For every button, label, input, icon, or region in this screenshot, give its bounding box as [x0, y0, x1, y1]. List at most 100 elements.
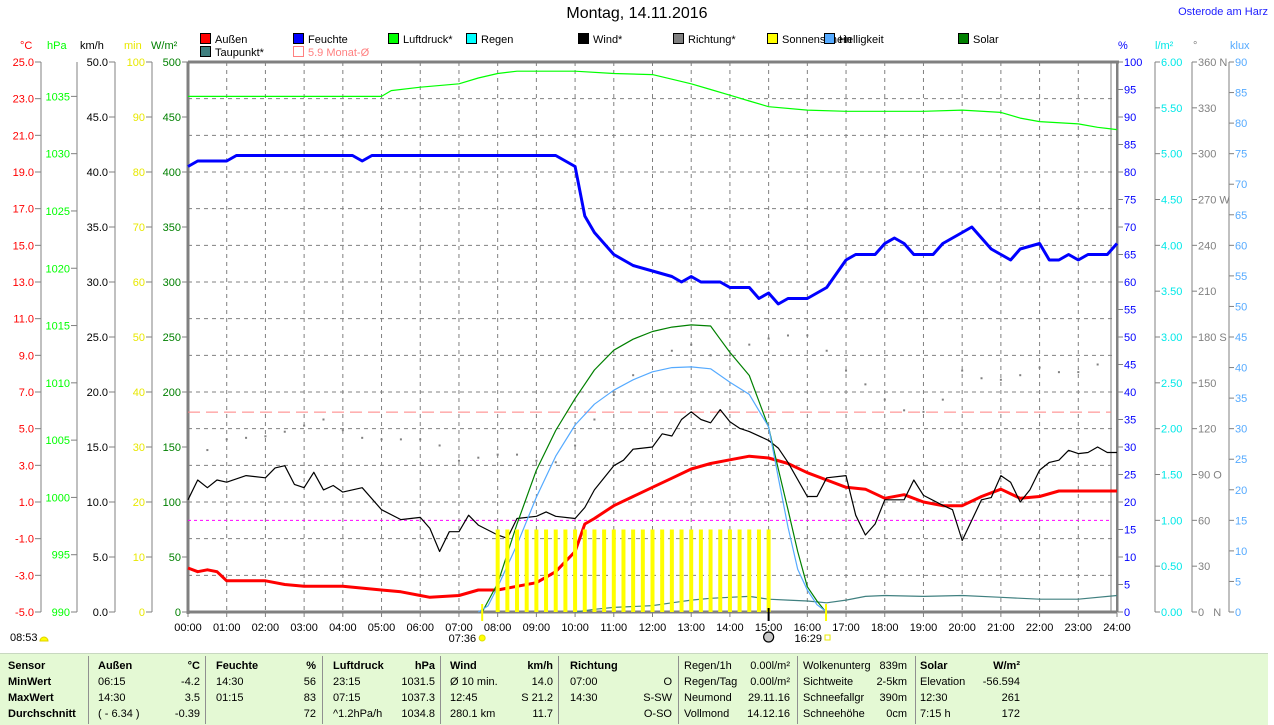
- sunshine-bar: [669, 529, 674, 612]
- axis-tick-label-sun: 10: [133, 552, 145, 564]
- direction-dot: [361, 436, 364, 439]
- sunshine-bar: [505, 529, 510, 612]
- sunshine-bar: [621, 529, 626, 612]
- sunshine-bar: [631, 529, 636, 612]
- axis-tick-label-dir: 0 N: [1198, 607, 1221, 619]
- axis-tick-label-hum: 65: [1124, 250, 1136, 262]
- table-cell: 14:30: [570, 692, 598, 704]
- axis-tick-label-sun: 80: [133, 167, 145, 179]
- sunshine-bar: [718, 529, 723, 612]
- table-header-cell: Solar: [920, 660, 948, 672]
- axis-tick-label-wind: 25.0: [87, 332, 108, 344]
- axis-tick-label-temp: 11.0: [13, 314, 34, 326]
- sunshine-bar: [747, 529, 752, 612]
- axis-tick-label-klux: 80: [1235, 118, 1247, 130]
- axis-tick-label-sun: 60: [133, 277, 145, 289]
- direction-dot: [883, 398, 886, 401]
- x-tick-label: 10:00: [561, 622, 589, 634]
- table-divider: [558, 656, 559, 724]
- axis-tick-label-press: 1035: [46, 91, 70, 103]
- legend-label: Wind*: [593, 34, 623, 46]
- axis-tick-label-sun: 30: [133, 442, 145, 454]
- axis-tick-label-press: 1025: [46, 206, 70, 218]
- axis-unit-temp: °C: [20, 40, 33, 52]
- series-richtung: [187, 334, 1118, 464]
- direction-dot: [341, 429, 344, 432]
- x-tick-label: 09:00: [523, 622, 551, 634]
- sunrise-label: 07:36: [449, 633, 477, 645]
- table-header-cell: Außen: [98, 660, 133, 672]
- table-cell: 7:15 h: [920, 708, 951, 720]
- table-cell: 3.5: [184, 692, 200, 704]
- x-tick-label: 11:00: [600, 622, 627, 634]
- axis-tick-label-wind: 45.0: [87, 112, 108, 124]
- x-tick-label: 12:00: [639, 622, 667, 634]
- table-cell: -56.594: [982, 676, 1020, 688]
- direction-dot: [187, 449, 189, 452]
- table-cell: Ø 10 min.: [450, 676, 498, 688]
- axis-tick-label-klux: 30: [1235, 424, 1247, 436]
- table-header-cell: Luftdruck: [333, 660, 384, 672]
- axis-tick-label-temp: 15.0: [13, 240, 34, 252]
- direction-dot: [864, 383, 867, 386]
- axis-tick-label-solar: 300: [163, 277, 181, 289]
- axis-tick-label-wind: 5.0: [93, 552, 108, 564]
- axis-tick-label-temp: 25.0: [13, 57, 34, 69]
- axis-tick-label-dir: 240: [1198, 240, 1216, 252]
- axis-tick-label-solar: 350: [163, 222, 181, 234]
- direction-dot: [399, 438, 402, 441]
- axis-tick-label-temp: 9.0: [19, 350, 34, 362]
- x-tick-label: 18:00: [871, 622, 899, 634]
- axis-tick-label-solar: 450: [163, 112, 181, 124]
- x-tick-label: 03:00: [290, 622, 318, 634]
- legend-item: Solar: [958, 33, 999, 46]
- direction-dot: [380, 438, 383, 441]
- table-cell: 12:45: [450, 692, 478, 704]
- series-helligkeit: [477, 366, 828, 613]
- sunshine-bar: [515, 529, 520, 612]
- statistics-table: Sensor Außen °C Feuchte% Luftdruck hPa Wind km/…: [0, 653, 1268, 725]
- table-cell: 72: [303, 708, 316, 720]
- table-cell: 11.7: [532, 708, 553, 720]
- direction-dot: [574, 444, 577, 447]
- axis-tick-label-press: 995: [52, 550, 70, 562]
- table-cell: 14:30: [216, 676, 244, 688]
- direction-dot: [632, 374, 635, 377]
- sunshine-bar: [495, 529, 500, 612]
- table-cell: MaxWert: [8, 692, 54, 704]
- table-header-cell: °C: [187, 660, 200, 672]
- legend-label: Richtung*: [688, 34, 736, 46]
- axis-unit-press: hPa: [47, 40, 67, 52]
- table-cell: Regen/Tag: [684, 676, 738, 688]
- direction-dot: [999, 378, 1002, 381]
- direction-dot: [245, 436, 248, 439]
- direction-dot: [670, 349, 673, 352]
- axis-tick-label-temp: 19.0: [13, 167, 34, 179]
- axis-tick-label-klux: 40: [1235, 363, 1247, 375]
- axis-tick-label-solar: 400: [163, 167, 181, 179]
- axis-tick-label-wind: 30.0: [87, 277, 108, 289]
- series-line-luftdruck: [188, 70, 1118, 131]
- x-tick-label: 23:00: [1065, 622, 1093, 634]
- axis-tick-label-temp: 1.0: [19, 497, 34, 509]
- axis-tick-label-rain: 6.00: [1161, 57, 1182, 69]
- axis-tick-label-rain: 1.00: [1161, 515, 1182, 527]
- x-tick-label: 04:00: [329, 622, 357, 634]
- axis-tick-label-sun: 20: [133, 497, 145, 509]
- axis-tick-label-rain: 1.50: [1161, 470, 1182, 482]
- series-wind: [187, 409, 1117, 553]
- x-tick-label: 02:00: [252, 622, 280, 634]
- axis-tick-label-press: 1030: [46, 149, 70, 161]
- table-divider: [88, 656, 89, 724]
- table-cell: 14.12.16: [747, 708, 790, 720]
- axis-tick-label-klux: 15: [1235, 515, 1247, 527]
- table-divider: [205, 656, 206, 724]
- sunshine-bar: [524, 529, 529, 612]
- x-tick-label: 19:00: [910, 622, 938, 634]
- axis-tick-label-klux: 65: [1235, 210, 1247, 222]
- direction-dot: [980, 377, 983, 380]
- table-header-cell: Richtung: [570, 660, 618, 672]
- table-header-cell: 839m: [879, 660, 907, 672]
- direction-dot: [903, 409, 906, 412]
- location-label: Osterode am Harz: [1178, 6, 1268, 18]
